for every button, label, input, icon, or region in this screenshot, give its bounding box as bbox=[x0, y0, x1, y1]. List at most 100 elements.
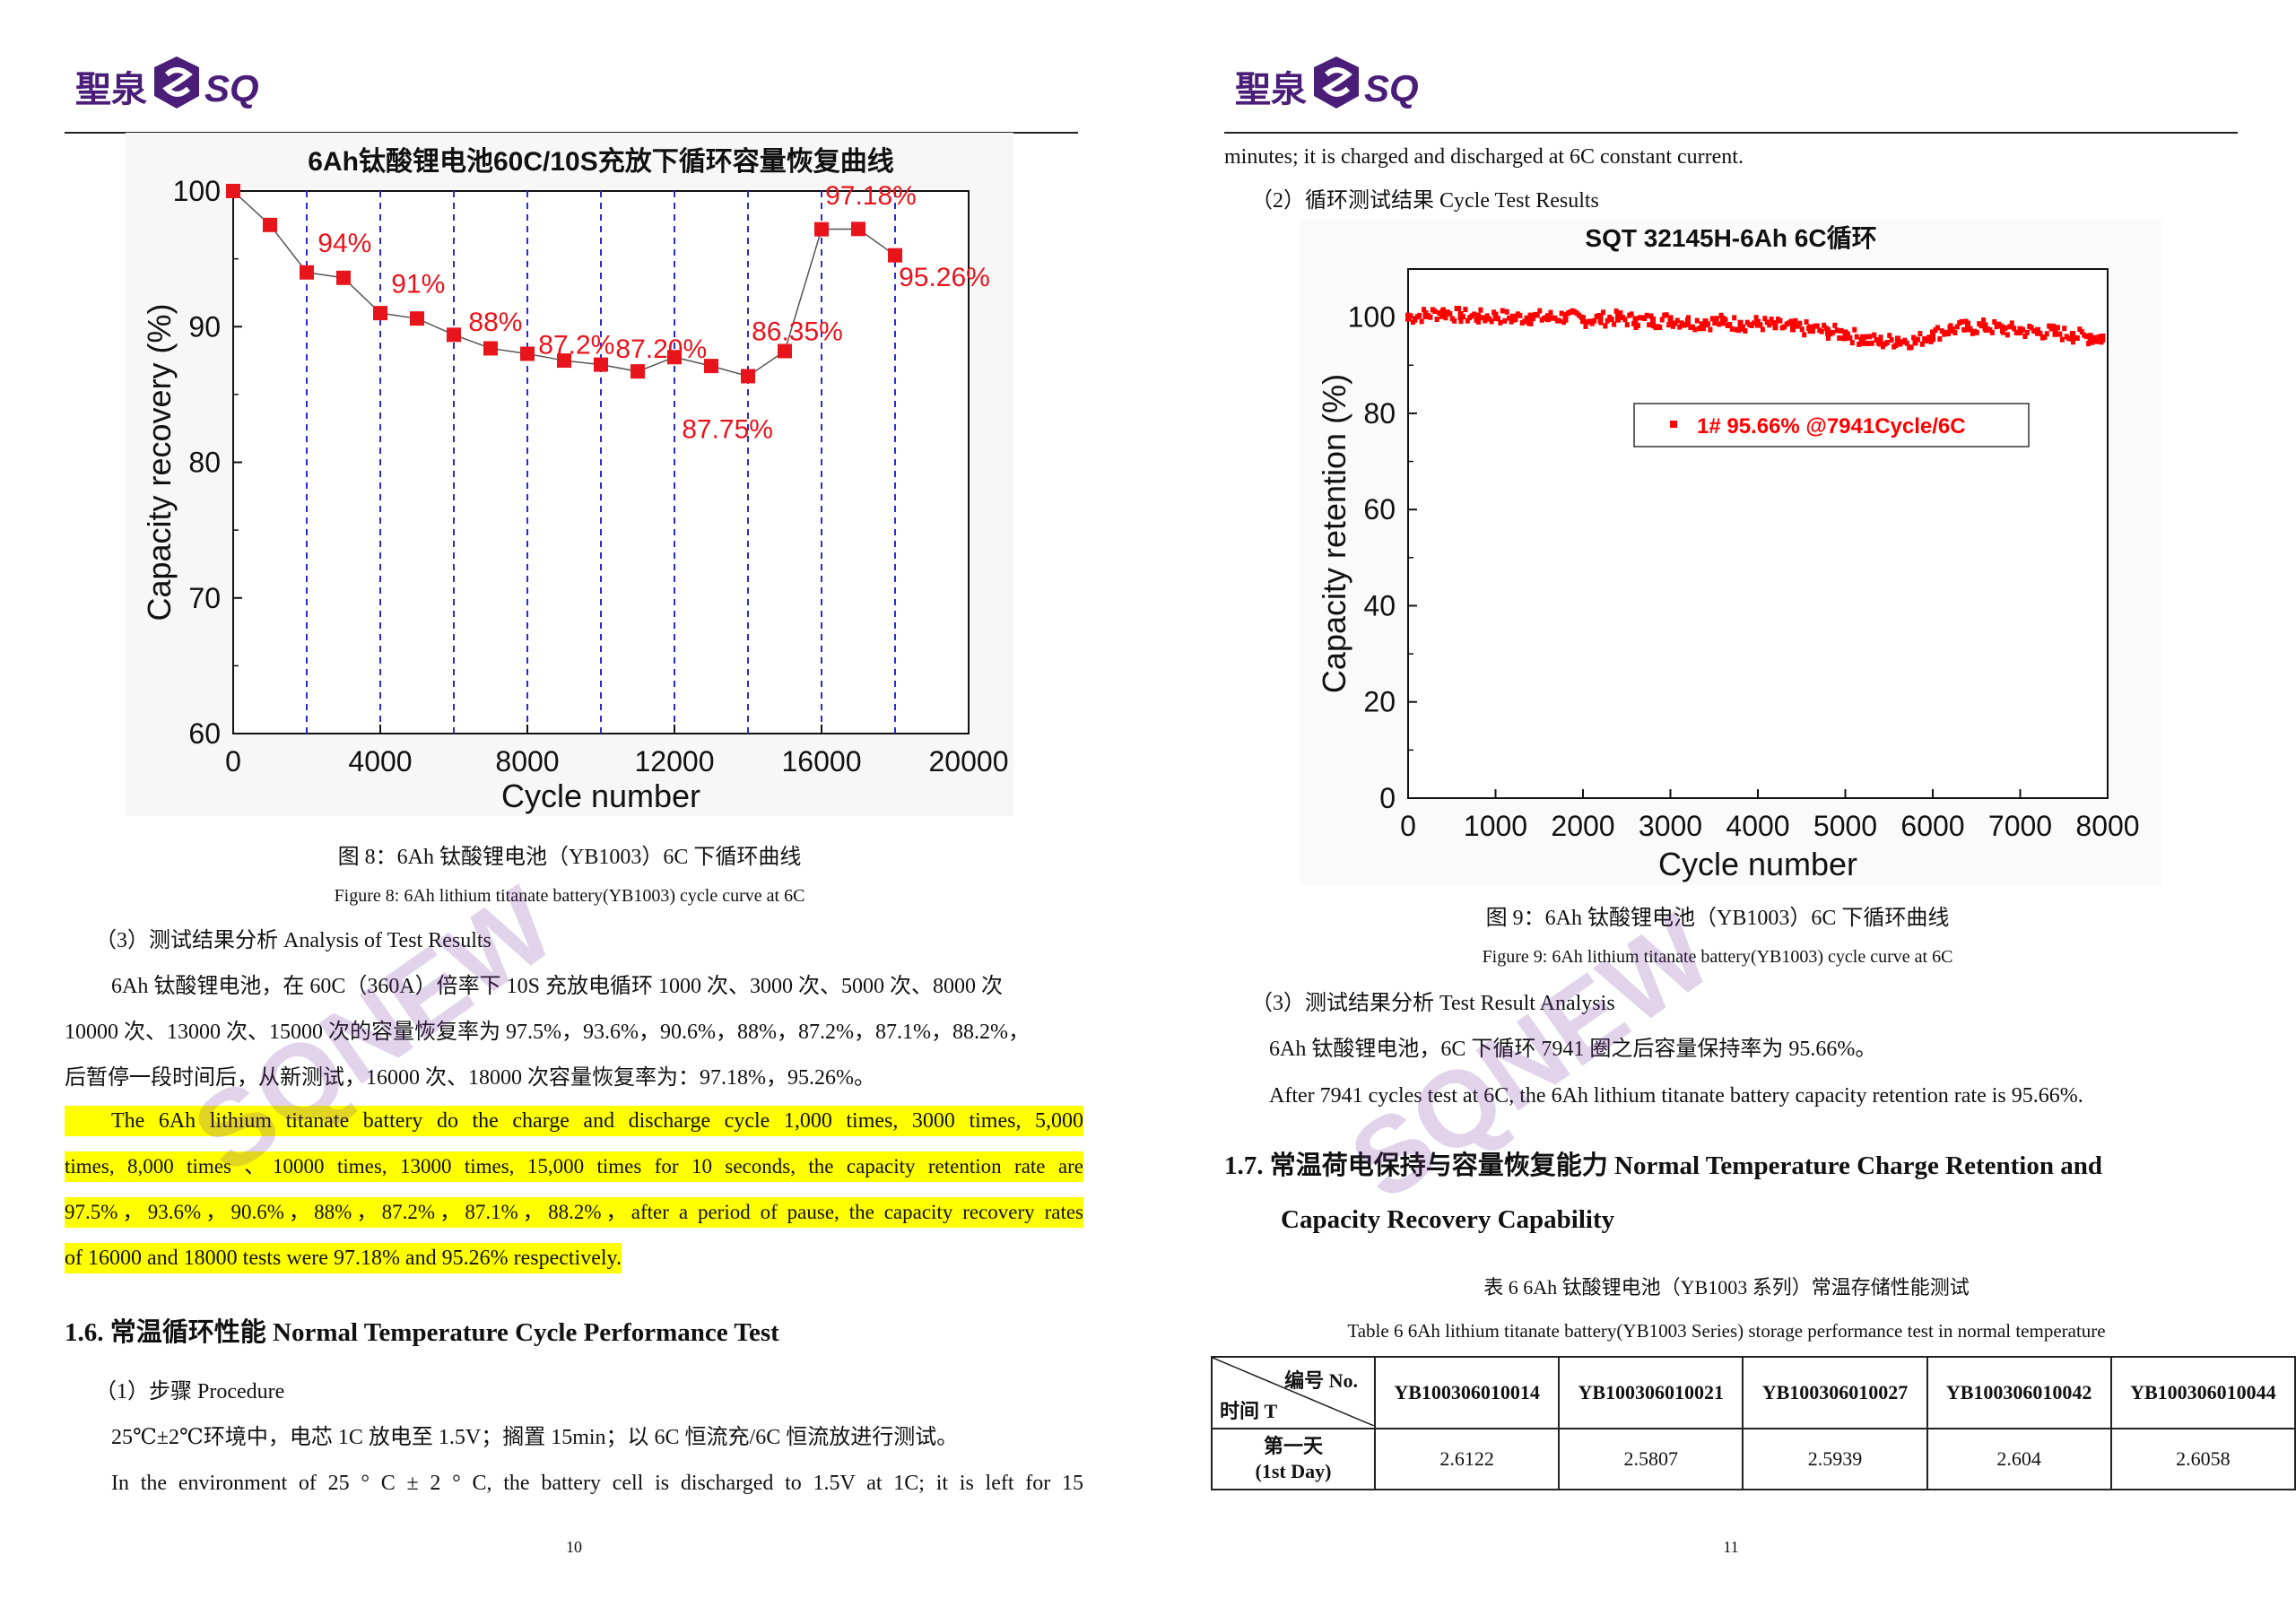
x-tick-label: 5000 bbox=[1813, 810, 1877, 842]
analysis-en: After 7941 cycles test at 6C, the 6Ah li… bbox=[1269, 1084, 2083, 1108]
analysis-title: （3）测试结果分析 Analysis of Test Results bbox=[95, 929, 491, 952]
data-point bbox=[1548, 309, 1553, 316]
data-point bbox=[1826, 334, 1831, 341]
data-point bbox=[1510, 313, 1516, 323]
data-point bbox=[1842, 329, 1848, 339]
data-point bbox=[1480, 315, 1485, 321]
data-point bbox=[520, 346, 535, 361]
figure-9-caption-en: Figure 9: 6Ah lithium titanate battery(Y… bbox=[1482, 947, 1953, 967]
document-page-10: 聖泉 SQ 6Ah钛酸锂电池60C/10S充放下循环容量恢复曲线 60 70 80 90… bbox=[0, 0, 1139, 1616]
data-point bbox=[2052, 327, 2058, 337]
data-label: 97.18% bbox=[825, 181, 917, 211]
data-point bbox=[1709, 316, 1715, 322]
data-point bbox=[1954, 324, 1960, 330]
data-point bbox=[1849, 340, 1855, 346]
data-point bbox=[1912, 336, 1918, 346]
x-tick-label: 8000 bbox=[495, 745, 559, 778]
data-point bbox=[1500, 308, 1505, 314]
data-point bbox=[300, 265, 314, 280]
company-logo: 聖泉 SQ bbox=[1235, 56, 1419, 110]
data-point bbox=[1857, 341, 1862, 347]
x-tick-label: 6000 bbox=[1900, 810, 1964, 842]
data-point bbox=[1659, 317, 1665, 323]
svg-text:SQ: SQ bbox=[204, 67, 259, 110]
data-point bbox=[1830, 329, 1835, 335]
data-point bbox=[1887, 333, 1892, 339]
data-point bbox=[226, 184, 240, 198]
data-point bbox=[557, 353, 571, 369]
data-point bbox=[1562, 312, 1569, 322]
data-point bbox=[704, 359, 718, 374]
data-label: 87.75% bbox=[682, 414, 773, 444]
data-point bbox=[1752, 320, 1757, 326]
data-point bbox=[1472, 311, 1477, 317]
table-corner-cell: 编号 No. 时间 T bbox=[1211, 1356, 1376, 1429]
data-point bbox=[1609, 317, 1614, 323]
data-point bbox=[1670, 323, 1675, 329]
data-point bbox=[1708, 326, 1713, 333]
data-point bbox=[1535, 312, 1540, 318]
data-point bbox=[2062, 326, 2067, 332]
data-point bbox=[1992, 318, 1997, 325]
data-point bbox=[1872, 332, 1877, 338]
data-point bbox=[1867, 334, 1873, 340]
x-tick-label: 16000 bbox=[782, 745, 862, 778]
data-point bbox=[1893, 343, 1899, 349]
data-point bbox=[1413, 317, 1418, 323]
data-point bbox=[1475, 312, 1481, 322]
data-point bbox=[1592, 317, 1597, 324]
data-point bbox=[2005, 332, 2010, 338]
data-label: 87.20% bbox=[615, 334, 707, 364]
data-point bbox=[1720, 317, 1726, 326]
data-point bbox=[2083, 333, 2089, 339]
data-point bbox=[1422, 309, 1429, 319]
table-cell: 2.6122 bbox=[1373, 1428, 1561, 1490]
x-tick-label: 8000 bbox=[2075, 810, 2139, 842]
data-point bbox=[1799, 326, 1805, 333]
data-point bbox=[1458, 318, 1464, 325]
data-point bbox=[1664, 312, 1669, 318]
data-point bbox=[1697, 326, 1702, 332]
row-label-cn: 第一天 bbox=[1263, 1435, 1323, 1457]
data-point bbox=[1492, 311, 1499, 321]
data-point bbox=[1448, 310, 1453, 317]
data-point bbox=[1802, 332, 1807, 338]
table-col-header: YB100306010044 bbox=[2109, 1356, 2296, 1429]
data-point bbox=[1484, 313, 1490, 319]
analysis-para-en-line-4: of 16000 and 18000 tests were 97.18% and… bbox=[65, 1243, 622, 1273]
data-point bbox=[1935, 325, 1940, 331]
data-point bbox=[1667, 315, 1674, 325]
data-point bbox=[1895, 335, 1900, 345]
section-heading-1-6: 1.6. 常温循环性能 Normal Temperature Cycle Per… bbox=[65, 1318, 779, 1347]
data-point bbox=[1612, 321, 1617, 327]
data-label: 88% bbox=[468, 308, 522, 337]
analysis-para-en-line-1: The 6Ah lithium titanate battery do the … bbox=[65, 1106, 1083, 1136]
data-point bbox=[1702, 318, 1709, 328]
figure-8-caption-cn: 图 8：6Ah 钛酸锂电池（YB1003）6C 下循环曲线 bbox=[337, 846, 802, 869]
data-point bbox=[1632, 316, 1639, 326]
data-point bbox=[1507, 315, 1512, 321]
data-point bbox=[1837, 334, 1842, 341]
data-point bbox=[2009, 320, 2014, 326]
table-cell: 2.6058 bbox=[2109, 1428, 2296, 1490]
data-point bbox=[1877, 337, 1883, 347]
data-point bbox=[1518, 312, 1523, 318]
data-point bbox=[1699, 321, 1704, 327]
y-axis-label: Capacity retention (%) bbox=[1316, 374, 1352, 693]
data-point bbox=[1884, 340, 1890, 346]
data-point bbox=[1854, 334, 1859, 340]
data-point bbox=[1926, 334, 1932, 341]
y-tick-label: 100 bbox=[1348, 301, 1396, 334]
data-point bbox=[814, 222, 829, 237]
data-point bbox=[447, 327, 461, 343]
data-point bbox=[741, 369, 755, 384]
y-tick-label: 80 bbox=[188, 447, 221, 479]
y-tick-label: 70 bbox=[188, 582, 221, 614]
data-point bbox=[1524, 315, 1529, 321]
x-tick-label: 4000 bbox=[348, 745, 412, 778]
data-point bbox=[336, 270, 351, 285]
data-point bbox=[1673, 320, 1678, 326]
section-heading-1-7-line-2: Capacity Recovery Capability bbox=[1281, 1205, 1615, 1234]
y-tick-label: 40 bbox=[1363, 589, 1396, 621]
data-point bbox=[1457, 305, 1462, 311]
